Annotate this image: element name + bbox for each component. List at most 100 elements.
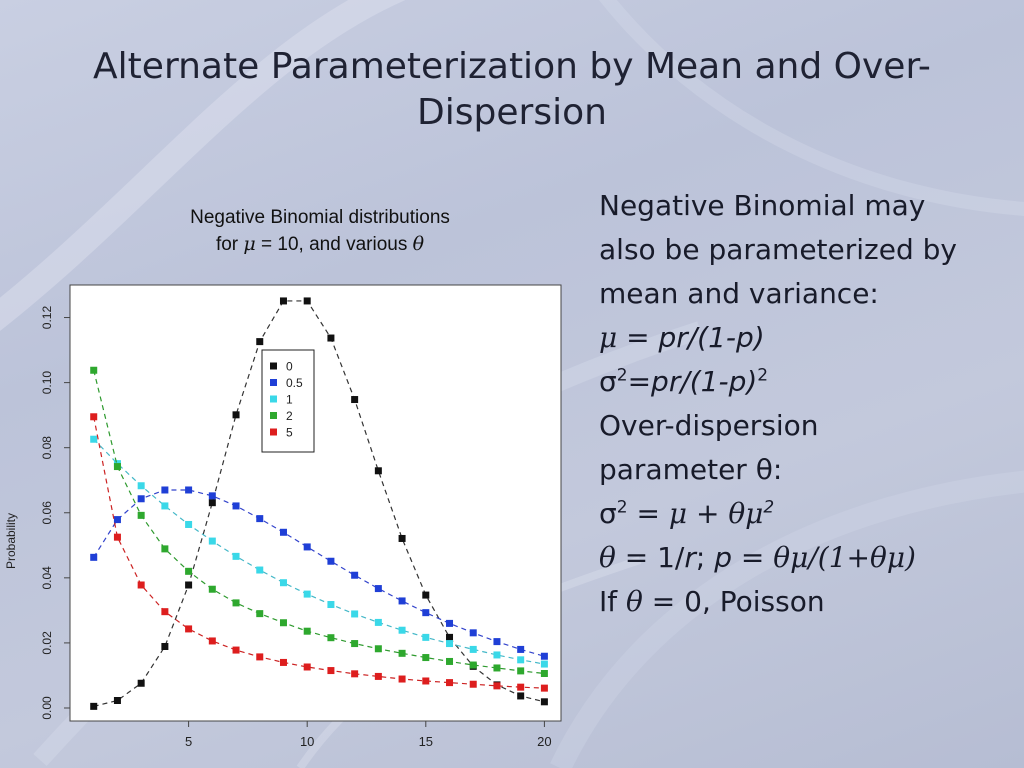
data-point	[303, 627, 311, 635]
y-tick-label: 0.04	[40, 566, 54, 590]
legend-swatch	[270, 428, 277, 436]
data-point	[303, 590, 311, 598]
data-point	[327, 557, 335, 565]
data-point	[137, 482, 145, 490]
data-point	[327, 667, 335, 675]
data-point	[517, 683, 525, 691]
data-point	[232, 646, 240, 654]
series-line-1	[93, 438, 545, 665]
chart-caption-line1: Negative Binomial distributions	[190, 207, 450, 228]
data-point	[398, 675, 406, 683]
od-mu-exponent: 2	[763, 497, 775, 518]
data-point	[493, 651, 501, 659]
data-point	[351, 670, 359, 678]
caption-mu-symbol: μ	[243, 233, 256, 255]
chart-container: 5 10 15 20 0.00 0.02 0.04 0.06 0.08 0.10 0.12 Proba…	[0, 270, 580, 768]
data-point	[90, 366, 98, 374]
data-point	[303, 297, 311, 305]
variance-expression: =pr/(1-p)	[627, 365, 758, 398]
data-point	[351, 610, 359, 618]
data-point	[232, 552, 240, 560]
variance-expression-exponent: 2	[757, 365, 769, 386]
data-point	[374, 585, 382, 593]
series-line-0.5	[93, 489, 545, 657]
data-point	[90, 413, 98, 421]
y-tick-label: 0.06	[40, 501, 54, 525]
caption-theta-symbol: θ	[412, 233, 425, 255]
relation-r: r	[684, 541, 696, 574]
data-point	[113, 463, 121, 471]
data-point	[493, 664, 501, 672]
relation-p-expression: θμ/(1+θμ)	[773, 541, 916, 574]
legend-swatch	[270, 379, 277, 386]
data-point	[351, 571, 359, 579]
chart-caption: Negative Binomial distributions for μ = …	[110, 204, 530, 258]
od-mu-symbol: μ	[668, 497, 688, 530]
intro-line-1: Negative Binomial may	[599, 189, 926, 222]
relation-semicolon: ;	[695, 541, 715, 574]
series-line-2	[93, 370, 545, 675]
data-point	[517, 667, 525, 675]
poisson-if: If	[599, 585, 627, 618]
caption-mid-text: = 10, and various	[255, 234, 413, 255]
negative-binomial-chart: 5 10 15 200.000.020.040.060.080.100.12Proba…	[4, 284, 562, 749]
relation-p-equals: =	[732, 541, 774, 574]
data-point	[279, 297, 287, 305]
data-point	[446, 619, 454, 627]
data-point	[303, 663, 311, 671]
data-point	[279, 619, 287, 627]
data-point	[398, 626, 406, 634]
data-point	[113, 697, 121, 705]
data-point	[422, 591, 430, 599]
intro-line-2: also be parameterized by	[599, 233, 957, 266]
legend-label: 1	[286, 393, 293, 407]
od-sigma-exponent: 2	[616, 497, 628, 518]
data-point	[374, 618, 382, 626]
data-point	[517, 692, 525, 700]
data-point	[90, 435, 98, 443]
mean-mu-symbol: μ	[599, 321, 618, 354]
data-point	[137, 511, 145, 519]
series-line-5	[93, 416, 545, 689]
data-point	[208, 637, 216, 645]
data-point	[137, 679, 145, 687]
caption-for-text: for	[215, 234, 244, 255]
data-point	[185, 486, 193, 494]
data-point	[517, 656, 525, 664]
data-point	[493, 682, 501, 690]
data-point	[327, 634, 335, 642]
od-plus: +	[687, 497, 729, 530]
y-tick-label: 0.00	[40, 696, 54, 720]
data-point	[540, 660, 548, 668]
data-point	[398, 597, 406, 605]
data-point	[446, 640, 454, 648]
data-point	[256, 566, 264, 574]
data-point	[161, 545, 169, 553]
data-point	[374, 467, 382, 475]
y-tick-label: 0.02	[40, 631, 54, 655]
variance-formula: σ2=pr/(1-p)2	[599, 360, 1019, 404]
data-point	[540, 652, 548, 660]
x-tick-label: 10	[300, 734, 314, 749]
slide-title: Alternate Parameterization by Mean and O…	[93, 46, 931, 133]
legend-label: 0	[286, 360, 293, 374]
data-point	[540, 669, 548, 677]
poisson-theta-symbol: θ	[626, 585, 643, 618]
mean-formula: μ = pr/(1-p)	[599, 316, 1019, 360]
data-point	[137, 495, 145, 503]
x-tick-label: 20	[537, 734, 551, 749]
variance-sigma-exponent: 2	[616, 365, 628, 386]
data-point	[327, 334, 335, 342]
poisson-suffix: = 0, Poisson	[642, 585, 825, 618]
data-point	[232, 599, 240, 607]
overdispersion-variance-formula: σ2 = μ + θμ2	[599, 492, 1019, 536]
data-point	[161, 502, 169, 510]
data-point	[279, 658, 287, 666]
x-tick-label: 15	[419, 734, 433, 749]
y-tick-label: 0.08	[40, 436, 54, 460]
od-equals: =	[627, 497, 669, 530]
data-point	[446, 679, 454, 687]
data-point	[303, 543, 311, 551]
variance-sigma-symbol: σ	[599, 365, 617, 398]
legend-label: 2	[286, 409, 293, 423]
